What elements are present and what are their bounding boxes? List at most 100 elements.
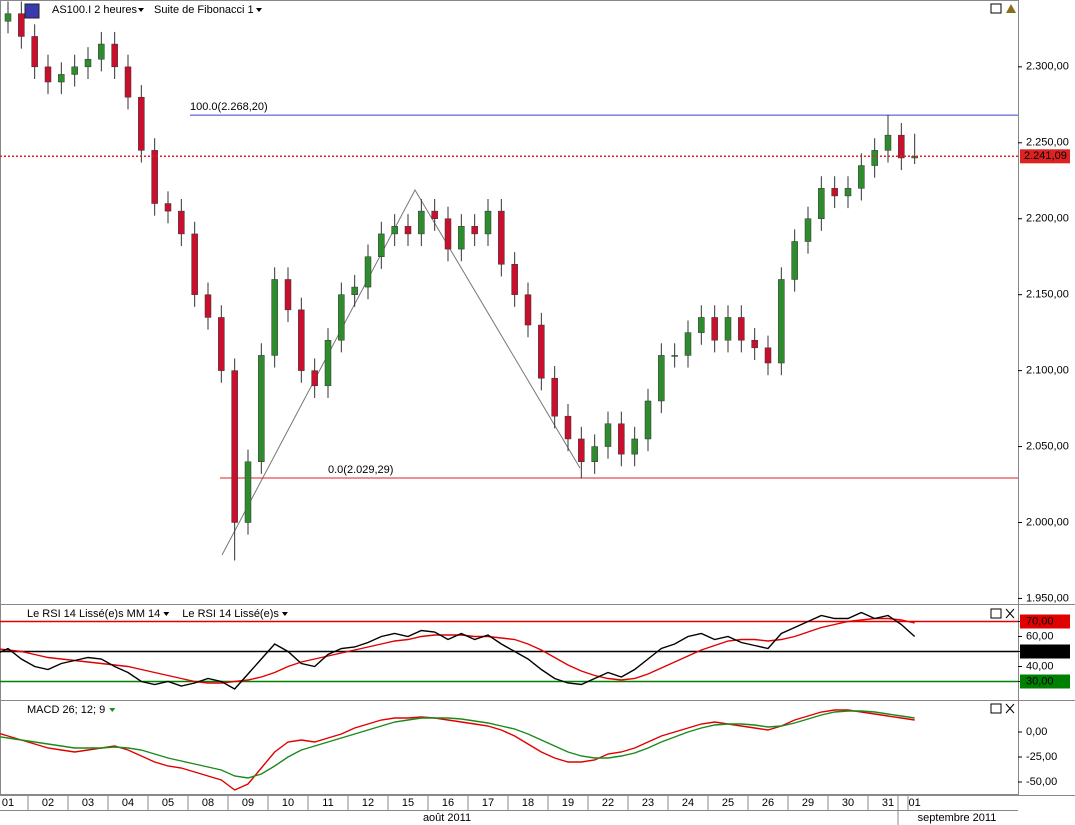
dropdown-arrow (109, 708, 116, 712)
level-label-box (1020, 644, 1070, 659)
symbol-icon[interactable] (24, 3, 40, 19)
maximize-button[interactable] (990, 608, 1002, 619)
candle-body (124, 66, 132, 98)
candle-body (271, 279, 278, 356)
x-tick-label: 01 (909, 797, 921, 809)
x-tick-label: 11 (322, 797, 333, 809)
candle-body (191, 233, 198, 295)
x-tick-label: 25 (722, 797, 734, 809)
candle-body (858, 165, 865, 189)
candle-body (151, 150, 158, 204)
candle-body (578, 438, 585, 462)
y-tick-label: 30,00 (1026, 675, 1054, 687)
close-button[interactable] (1005, 608, 1015, 619)
indicator-label[interactable]: Suite de Fibonacci 1 (154, 4, 254, 16)
dropdown-arrow[interactable] (138, 8, 144, 12)
y-tick-label: 2.250,00 (1026, 137, 1069, 149)
x-tick-label: 31 (882, 797, 894, 809)
candle-body (351, 286, 358, 295)
candle-body (738, 317, 745, 341)
candle-body (84, 58, 92, 68)
x-tick-label: 23 (642, 797, 654, 809)
x-tick-label: 19 (562, 797, 574, 809)
candle-body (391, 226, 398, 235)
candle-body (458, 226, 465, 250)
indicator-line (0, 709, 915, 791)
candle-body (724, 317, 732, 341)
maximize-button[interactable] (990, 703, 1002, 714)
y-tick-label: 70,00 (1026, 615, 1054, 627)
x-tick-label: 05 (162, 797, 174, 809)
candle-body (671, 355, 678, 357)
candle-body (231, 370, 238, 523)
candle-body (44, 66, 52, 83)
y-tick-label: -50,00 (1026, 776, 1057, 788)
last-price-label: 2.241,09 (1024, 150, 1067, 162)
candle-body (244, 461, 252, 523)
candle-body (418, 210, 425, 235)
dropdown-arrow[interactable] (163, 612, 170, 616)
symbol-label[interactable]: AS100.I 2 heures (52, 4, 138, 16)
candle-body (378, 233, 385, 257)
candle-body (4, 13, 12, 22)
x-tick-label: 30 (842, 797, 854, 809)
candle-body (471, 226, 478, 235)
candle-body (324, 339, 332, 387)
indicator-line (0, 710, 915, 779)
plot-frame (0, 0, 1019, 795)
y-tick-label: 60,00 (1026, 630, 1054, 642)
x-tick-label: 09 (242, 797, 254, 809)
legend-entry: Le RSI 14 Lissé(e)s MM 14 (27, 608, 160, 620)
fib-level-label: 100.0(2.268,20) (190, 101, 268, 113)
candle-body (71, 66, 78, 75)
y-tick-label: 2.300,00 (1026, 61, 1069, 73)
candle-body (284, 279, 292, 311)
candle-body (764, 347, 772, 364)
candle-body (31, 36, 38, 68)
candle-body (364, 256, 372, 288)
level-label-box (1020, 614, 1070, 629)
level-label-box (1020, 674, 1070, 689)
candle-body (484, 210, 492, 235)
month-label: septembre 2011 (918, 812, 997, 824)
candle-body (311, 370, 318, 387)
candle-body (511, 264, 518, 295)
legend-entry: Le RSI 14 Lissé(e)s (182, 608, 279, 620)
close-button[interactable] (1005, 703, 1015, 714)
candle-body (338, 294, 345, 341)
candle-body (164, 203, 172, 212)
candle-body (18, 13, 25, 37)
candle-body (804, 218, 812, 242)
candle-body (258, 355, 265, 462)
candle-body (631, 438, 638, 455)
candle-body (658, 355, 665, 402)
pin-button[interactable] (1006, 4, 1016, 13)
x-tick-label: 03 (82, 797, 94, 809)
indicator-title: MACD 26; 12; 9 (27, 704, 105, 716)
candle-body (138, 96, 145, 151)
dropdown-arrow[interactable] (256, 8, 262, 12)
y-tick-label: 50,00 (1026, 645, 1054, 657)
x-tick-label: 22 (602, 797, 614, 809)
dropdown-arrow[interactable] (281, 612, 288, 616)
y-tick-label: 2.000,00 (1026, 516, 1069, 528)
x-tick-label: 12 (362, 797, 374, 809)
candle-body (871, 150, 878, 166)
x-tick-label: 08 (202, 797, 214, 809)
month-label: août 2011 (423, 812, 471, 824)
x-tick-label: 24 (682, 797, 694, 809)
candle-body (111, 43, 118, 68)
y-tick-label: 40,00 (1026, 660, 1054, 672)
candle-body (884, 134, 892, 151)
x-tick-label: 18 (522, 797, 534, 809)
candle-body (818, 188, 825, 219)
fibonacci-trend (221, 188, 581, 556)
y-tick-label: 1.950,00 (1026, 592, 1069, 604)
x-tick-label: 04 (122, 797, 134, 809)
x-tick-label: 16 (442, 797, 454, 809)
candle-body (218, 317, 225, 371)
maximize-button[interactable] (990, 3, 1002, 14)
candle-body (98, 43, 105, 60)
candle-body (538, 324, 545, 379)
